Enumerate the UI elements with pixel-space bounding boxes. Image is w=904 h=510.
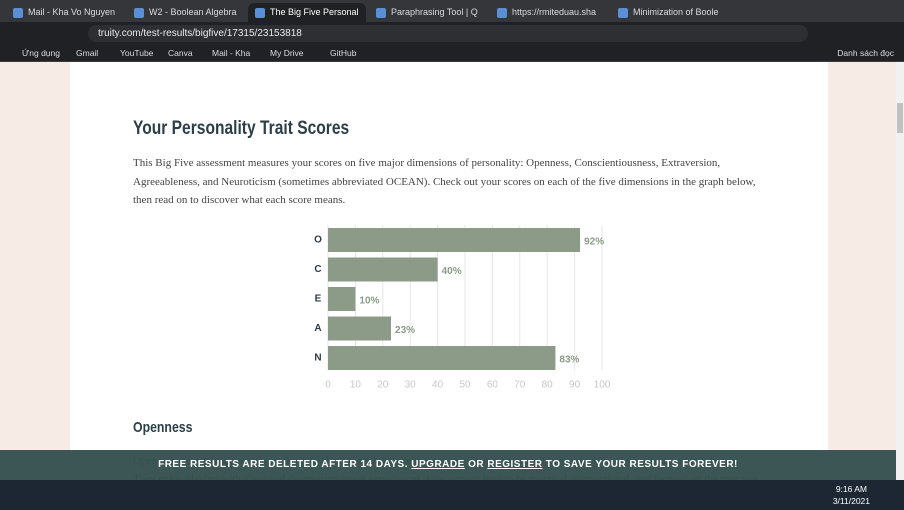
- y-tick-label: O: [314, 235, 322, 246]
- tab[interactable]: Minimization of Boole: [611, 3, 729, 22]
- x-tick-label: 40: [432, 380, 444, 391]
- x-tick-label: 50: [459, 380, 471, 391]
- score-chart: 0 10 20 30 40 50 60 70 80 90 100 O 92% C 40% E 10% A 23% N 8…: [314, 225, 611, 391]
- register-link[interactable]: REGISTER: [487, 459, 543, 470]
- y-tick-label: A: [314, 323, 321, 334]
- bookmarks-bar: Danh sách đọc Ứng dụng Gmail YouTube Canva M…: [0, 44, 904, 62]
- bookmark[interactable]: Ứng dụng: [22, 48, 60, 58]
- x-tick-label: 70: [514, 380, 526, 391]
- bookmark[interactable]: Canva: [168, 48, 193, 58]
- reading-list[interactable]: Danh sách đọc: [837, 48, 894, 58]
- bar: [328, 346, 556, 370]
- value-label: 23%: [395, 325, 415, 336]
- bar: [328, 316, 392, 341]
- x-tick-label: 20: [377, 380, 389, 391]
- bar: [328, 228, 581, 252]
- banner: FREE RESULTS ARE DELETED AFTER 14 DAYS. …: [0, 450, 896, 480]
- x-tick-label: 10: [350, 380, 362, 391]
- x-tick-label: 80: [542, 380, 554, 391]
- y-tick-label: E: [315, 294, 322, 305]
- bar: [328, 287, 356, 311]
- page-title: Your Personality Trait Scores: [133, 118, 350, 139]
- value-label: 92%: [584, 237, 604, 248]
- banner-text: FREE RESULTS ARE DELETED AFTER 14 DAYS.: [158, 459, 412, 470]
- tab[interactable]: W2 - Boolean Algebra: [127, 3, 245, 22]
- bookmark[interactable]: Mail - Kha: [212, 48, 251, 58]
- bookmark[interactable]: Gmail: [76, 48, 99, 58]
- x-tick-label: 90: [569, 380, 581, 391]
- scrollbar[interactable]: [896, 62, 904, 480]
- y-tick-label: N: [314, 353, 321, 364]
- content-column: [70, 62, 828, 452]
- tab[interactable]: Paraphrasing Tool | Q: [369, 3, 487, 22]
- x-tick-label: 100: [594, 380, 611, 391]
- section-title: Openness: [133, 419, 193, 436]
- clock: 9:16 AM 3/11/2021: [833, 483, 870, 507]
- tab[interactable]: The Big Five Personal: [248, 3, 366, 22]
- y-tick-label: C: [314, 264, 321, 275]
- scroll-thumb[interactable]: [897, 103, 903, 133]
- value-label: 83%: [559, 355, 579, 366]
- time: 9:16 AM: [835, 484, 867, 494]
- banner-text: OR: [464, 459, 488, 470]
- bookmark[interactable]: YouTube: [120, 48, 154, 58]
- url-field[interactable]: truity.com/test-results/bigfive/17315/23…: [88, 25, 808, 42]
- bar: [328, 257, 438, 282]
- bookmark[interactable]: My Drive: [270, 48, 304, 58]
- tab-bar: Mail - Kha Vo Nguyen W2 - Boolean Algebra…: [0, 0, 904, 22]
- taskbar: [0, 480, 904, 510]
- date: 3/11/2021: [832, 496, 870, 506]
- value-label: 40%: [442, 266, 462, 277]
- bookmark[interactable]: GitHub: [330, 48, 357, 58]
- x-tick-label: 0: [325, 380, 331, 391]
- tab[interactable]: https://rmiteduau.sha: [490, 3, 608, 22]
- value-label: 10%: [359, 296, 379, 307]
- x-tick-label: 30: [405, 380, 417, 391]
- upgrade-link[interactable]: UPGRADE: [411, 459, 465, 470]
- tab[interactable]: Mail - Kha Vo Nguyen: [6, 3, 124, 22]
- x-tick-label: 60: [487, 380, 499, 391]
- intro-text: This Big Five assessment measures your s…: [133, 157, 756, 206]
- banner-text: TO SAVE YOUR RESULTS FOREVER!: [542, 459, 738, 470]
